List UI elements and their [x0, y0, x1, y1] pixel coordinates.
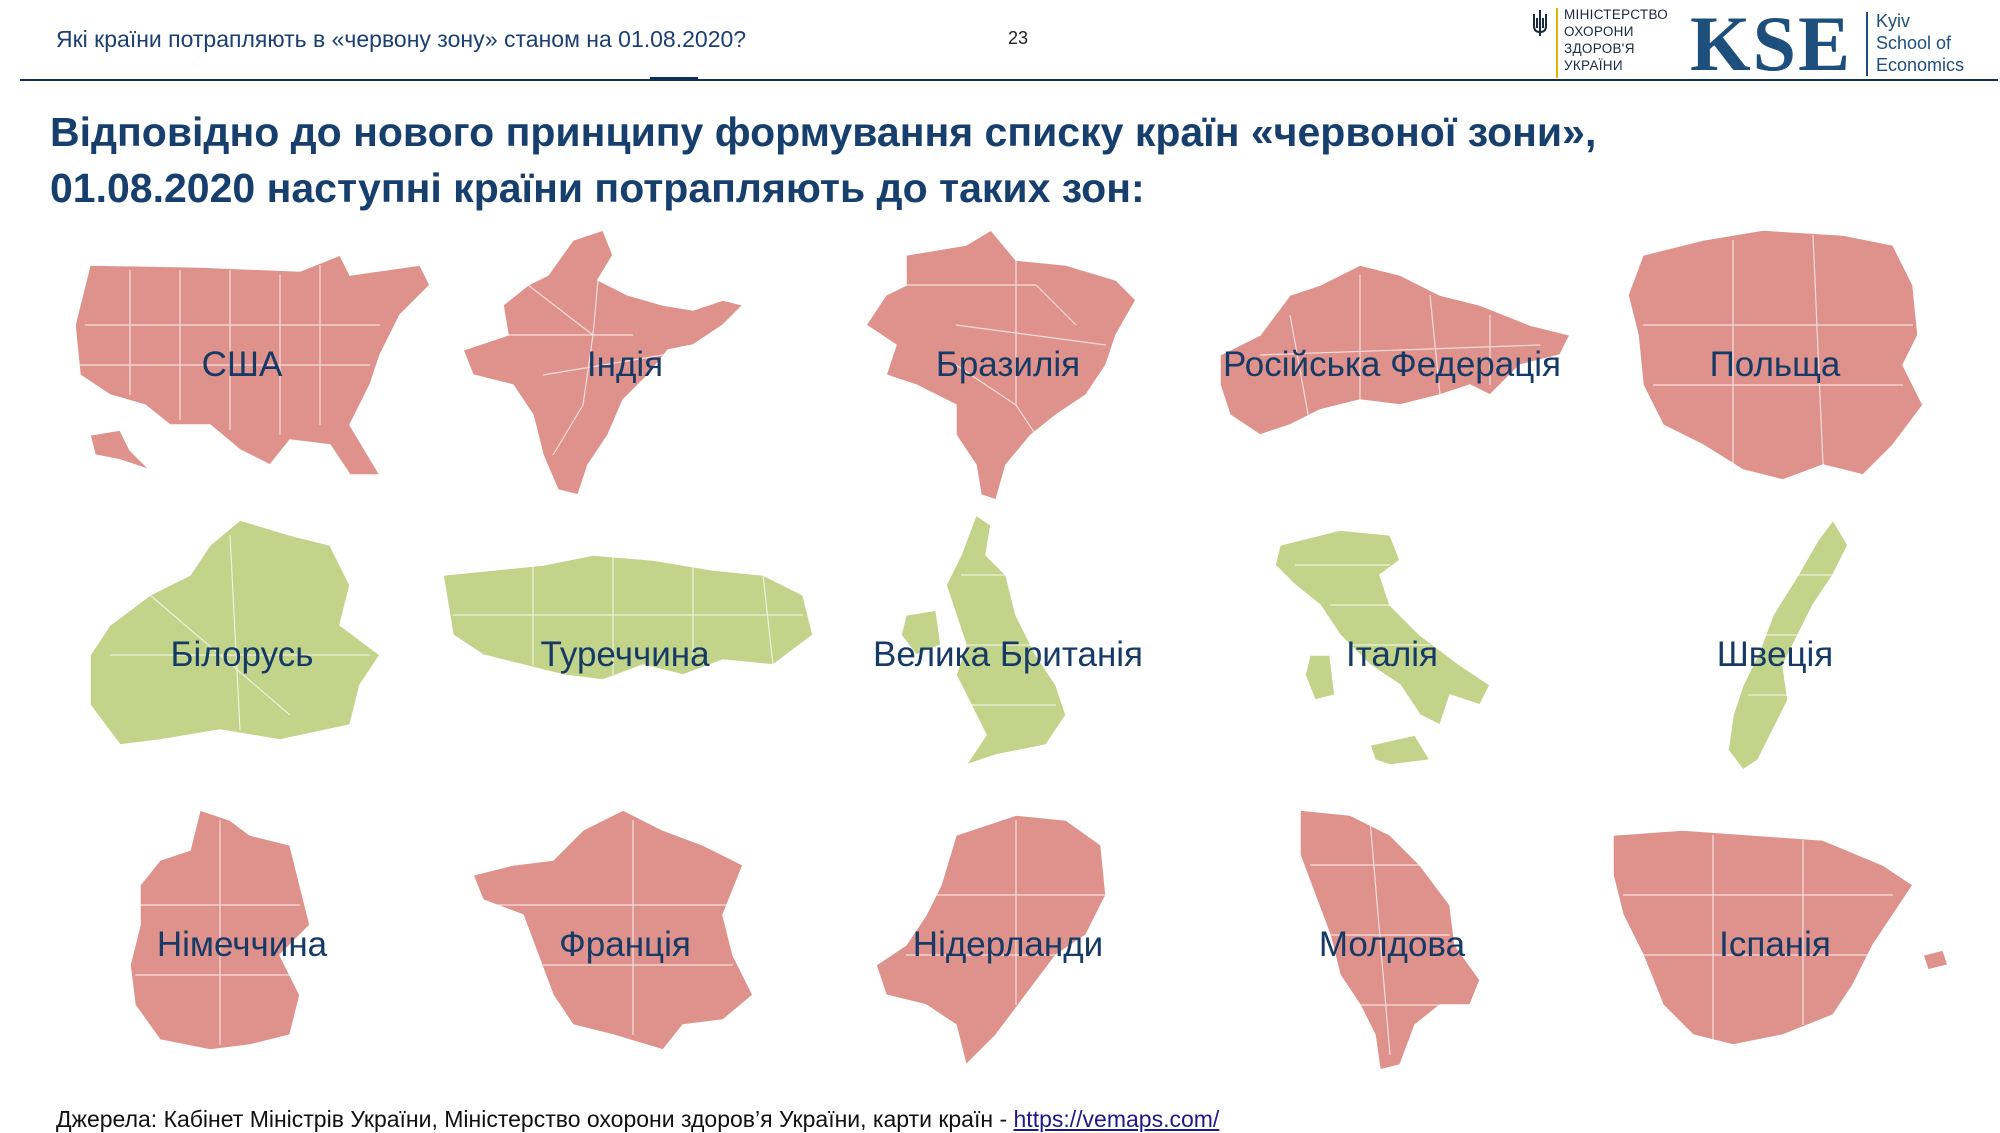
moh-line: МІНІСТЕРСТВО	[1564, 7, 1669, 22]
country-sweden: Швеція	[1583, 515, 1967, 795]
germany-map-icon	[129, 809, 311, 1051]
moh-text: МІНІСТЕРСТВО ОХОРОНИ ЗДОРОВ'Я УКРАЇНИ	[1564, 6, 1669, 74]
moh-line: ЗДОРОВ'Я	[1564, 41, 1635, 56]
country-label: Молдова	[1318, 925, 1466, 964]
trident-icon	[1533, 10, 1547, 36]
country-spain: Іспанія	[1583, 805, 1967, 1085]
uk-map-icon	[900, 515, 1067, 767]
country-label: Російська Федерація	[1222, 345, 1561, 384]
country-uk: Велика Британія	[816, 515, 1200, 795]
country-label: Німеччина	[156, 925, 328, 964]
kse-name-line: School of	[1876, 33, 1952, 53]
italy-map-icon	[1274, 529, 1491, 766]
country-label: Нідерланди	[912, 925, 1104, 964]
source-text: Джерела: Кабінет Міністрів України, Міні…	[56, 1106, 1014, 1132]
country-poland: Польща	[1583, 225, 1967, 505]
header-question: Які країни потрапляють в «червону зону» …	[56, 26, 747, 52]
source-link[interactable]: https://vemaps.com/	[1013, 1106, 1220, 1132]
main-title: Відповідно до нового принципу формування…	[50, 104, 1950, 216]
country-turkey: Туреччина	[433, 515, 817, 795]
moh-line: УКРАЇНИ	[1564, 58, 1623, 73]
country-moldova: Молдова	[1200, 805, 1584, 1085]
page-number: 23	[1008, 28, 1029, 48]
moh-divider	[1556, 8, 1558, 78]
title-line: Відповідно до нового принципу формування…	[50, 109, 1597, 155]
country-label: Польща	[1709, 345, 1841, 384]
spain-map-icon	[1612, 829, 1949, 1046]
usa-map-icon	[74, 254, 431, 476]
country-france: Франція	[433, 805, 817, 1085]
header-line	[20, 79, 1998, 81]
country-india: Індія	[433, 225, 817, 505]
country-grid: США Індія Бразилія Російська Федерація П…	[0, 225, 2000, 1095]
country-label: Білорусь	[170, 635, 314, 674]
sweden-map-icon	[1727, 518, 1849, 772]
kse-name-line: Kyiv	[1876, 11, 1911, 31]
source-note: Джерела: Кабінет Міністрів України, Міні…	[56, 1106, 1219, 1133]
country-netherlands: Нідерланди	[816, 805, 1200, 1085]
country-russia: Російська Федерація	[1200, 225, 1584, 505]
poland-map-icon	[1627, 229, 1924, 481]
kse-divider	[1866, 12, 1868, 76]
country-italy: Італія	[1200, 515, 1584, 795]
moldova-map-icon	[1299, 809, 1481, 1071]
country-label: Іспанія	[1719, 925, 1831, 964]
country-belarus: Білорусь	[50, 515, 434, 795]
country-label: Швеція	[1716, 635, 1834, 674]
kse-name-line: Economics	[1876, 55, 1965, 75]
brazil-map-icon	[864, 229, 1137, 501]
india-map-icon	[462, 229, 745, 496]
kse-letters: KSE	[1690, 0, 1853, 87]
country-usa: США	[50, 225, 434, 505]
country-label: Туреччина	[540, 635, 710, 674]
country-label: США	[201, 345, 283, 384]
country-label: Бразилія	[935, 345, 1081, 384]
france-map-icon	[471, 809, 754, 1051]
moh-logo: МІНІСТЕРСТВО ОХОРОНИ ЗДОРОВ'Я УКРАЇНИ	[1530, 4, 1668, 78]
title-line: 01.08.2020 наступні країни потрапляють д…	[50, 165, 1145, 211]
country-label: Індія	[586, 345, 664, 384]
country-label: Франція	[559, 925, 691, 964]
belarus-map-icon	[89, 519, 382, 746]
turkey-map-icon	[442, 554, 814, 681]
kse-name: Kyiv School of Economics	[1876, 10, 1964, 76]
russia-map-icon	[1219, 264, 1572, 436]
netherlands-map-icon	[875, 814, 1107, 1067]
header-accent	[650, 77, 698, 80]
country-brazil: Бразилія	[816, 225, 1200, 505]
country-germany: Німеччина	[50, 805, 434, 1085]
country-label: Велика Британія	[872, 635, 1144, 674]
country-label: Італія	[1346, 635, 1438, 674]
moh-line: ОХОРОНИ	[1564, 24, 1634, 39]
kse-logo: KSE Kyiv School of Economics	[1690, 4, 2000, 84]
